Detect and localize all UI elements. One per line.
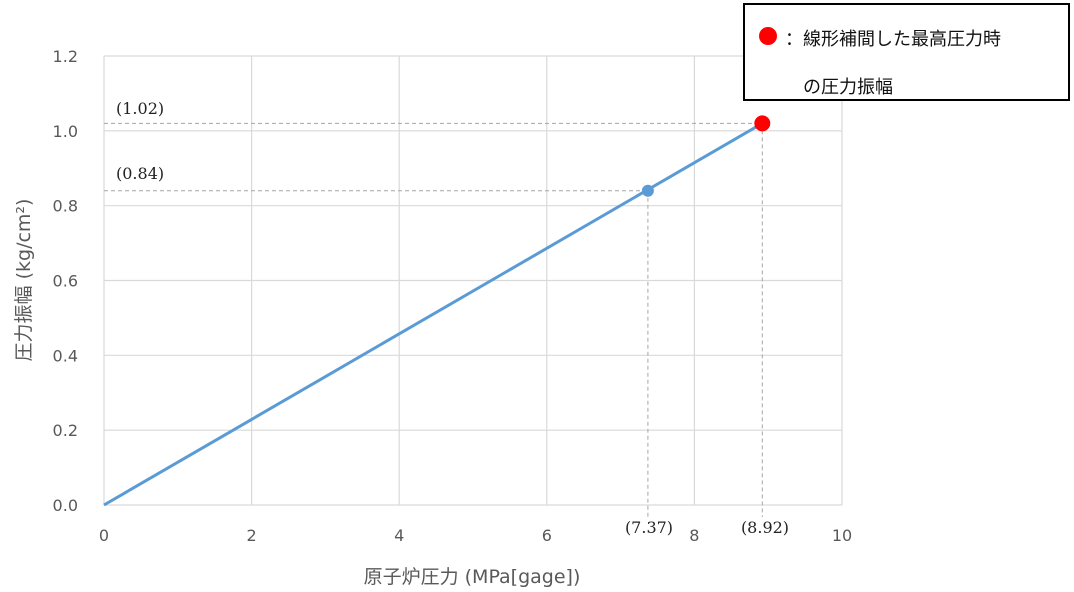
annotation-x-8.92: (8.92) xyxy=(741,518,789,537)
x-tick-label: 8 xyxy=(689,526,699,545)
guide-lines xyxy=(104,122,763,517)
series-line xyxy=(103,122,764,507)
y-tick-label: 0.0 xyxy=(53,496,78,515)
x-axis-title: 原子炉圧力 (MPa[gage]) xyxy=(364,566,581,588)
y-tick-label: 0.8 xyxy=(53,197,78,216)
y-tick-label: 0.2 xyxy=(53,421,78,440)
legend: ：線形補間した最高圧力時 の圧力振幅 xyxy=(743,3,1070,101)
gridlines xyxy=(103,55,843,506)
y-tick-label: 0.4 xyxy=(53,346,78,365)
x-tick-label: 2 xyxy=(247,526,257,545)
x-tick-label: 4 xyxy=(394,526,404,545)
y-tick-label: 1.0 xyxy=(53,122,78,141)
data-point-7.37 xyxy=(641,184,654,197)
annotation-x-7.37: (7.37) xyxy=(625,518,673,537)
legend-red-dot-icon xyxy=(759,27,777,45)
annotation-y-1.02: (1.02) xyxy=(116,99,164,118)
annotation-y-0.84: (0.84) xyxy=(116,164,164,183)
tick-labels: 0 2 4 6 8 10 0.0 0.2 0.4 0.6 0.8 1.0 1.2 xyxy=(53,47,853,545)
x-tick-label: 10 xyxy=(832,526,852,545)
x-tick-label: 0 xyxy=(99,526,109,545)
series-group xyxy=(103,115,771,507)
legend-text-line-2: の圧力振幅 xyxy=(803,77,893,98)
y-axis-title: 圧力振幅 (kg/cm²) xyxy=(13,199,35,362)
y-tick-label: 1.2 xyxy=(53,47,78,66)
data-point-8.92 xyxy=(754,115,771,132)
legend-text-line-1: ：線形補間した最高圧力時 xyxy=(785,29,1001,50)
y-tick-label: 0.6 xyxy=(53,272,78,291)
x-tick-label: 6 xyxy=(542,526,552,545)
